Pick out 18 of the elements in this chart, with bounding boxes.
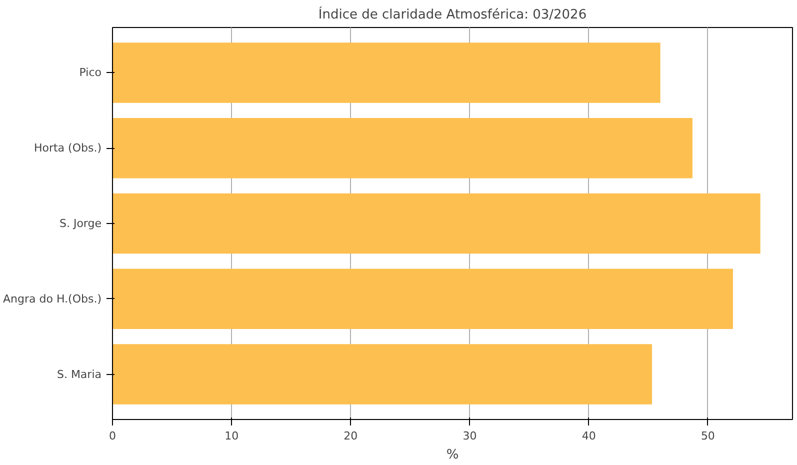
y-tick-label: Horta (Obs.) [34,142,102,155]
bar [112,42,660,103]
bar [112,118,692,178]
x-tick-label: 50 [700,430,715,442]
x-tick-label: 10 [224,430,239,442]
x-tick-label: 30 [462,430,477,442]
y-tick-label: Angra do H.(Obs.) [3,292,102,306]
y-tick-label: S. Jorge [59,217,102,230]
y-tick-label: Pico [79,66,102,80]
x-axis-title: % [446,448,459,462]
bar [112,344,652,404]
bar [112,193,760,254]
x-tick-label: 0 [109,430,116,442]
y-tick-label: S. Maria [56,368,102,381]
x-tick-label: 20 [344,430,358,442]
bar [112,268,733,330]
chart-title: Índice de claridade Atmosférica: 03/2026 [318,6,587,22]
x-tick-label: 40 [582,430,596,442]
